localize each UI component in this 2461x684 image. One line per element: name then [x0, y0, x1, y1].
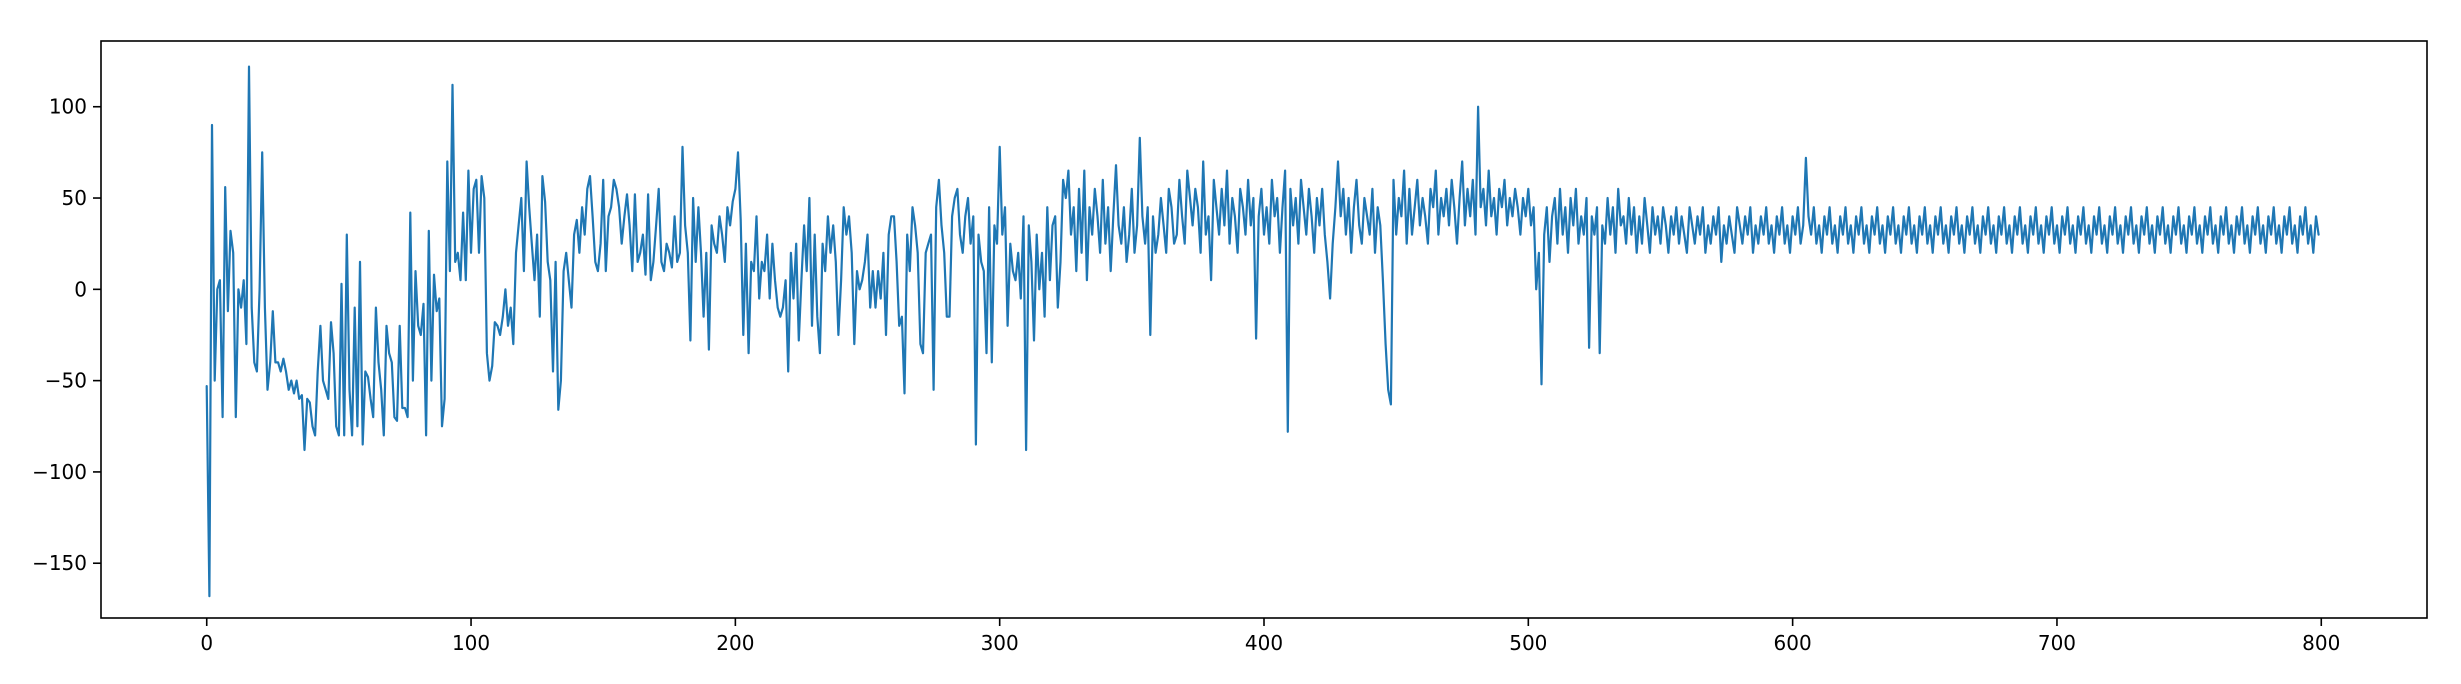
y-tick-label: 100: [49, 95, 87, 119]
y-tick-label: 50: [62, 186, 87, 210]
series-layer: [205, 65, 2320, 598]
x-tick-label: 0: [200, 631, 213, 655]
x-tick-label: 200: [716, 631, 754, 655]
axes-frame: [100, 40, 2428, 619]
x-tick-label: 600: [1774, 631, 1812, 655]
x-tick-label: 400: [1245, 631, 1283, 655]
y-tick-label: −50: [45, 369, 87, 393]
y-tick-label: −150: [32, 551, 87, 575]
x-tick-label: 300: [981, 631, 1019, 655]
x-tick-label: 800: [2302, 631, 2340, 655]
y-tick-label: −100: [32, 460, 87, 484]
x-tick-label: 100: [452, 631, 490, 655]
y-tick-label: 0: [74, 277, 87, 301]
axis-ticks: 0 100 200 300 400 500 600 700 800 −150 −100 −50 0 50 1…: [32, 95, 2340, 655]
x-tick-label: 500: [1509, 631, 1547, 655]
x-tick-label: 700: [2038, 631, 2076, 655]
series-line: [205, 65, 2320, 598]
